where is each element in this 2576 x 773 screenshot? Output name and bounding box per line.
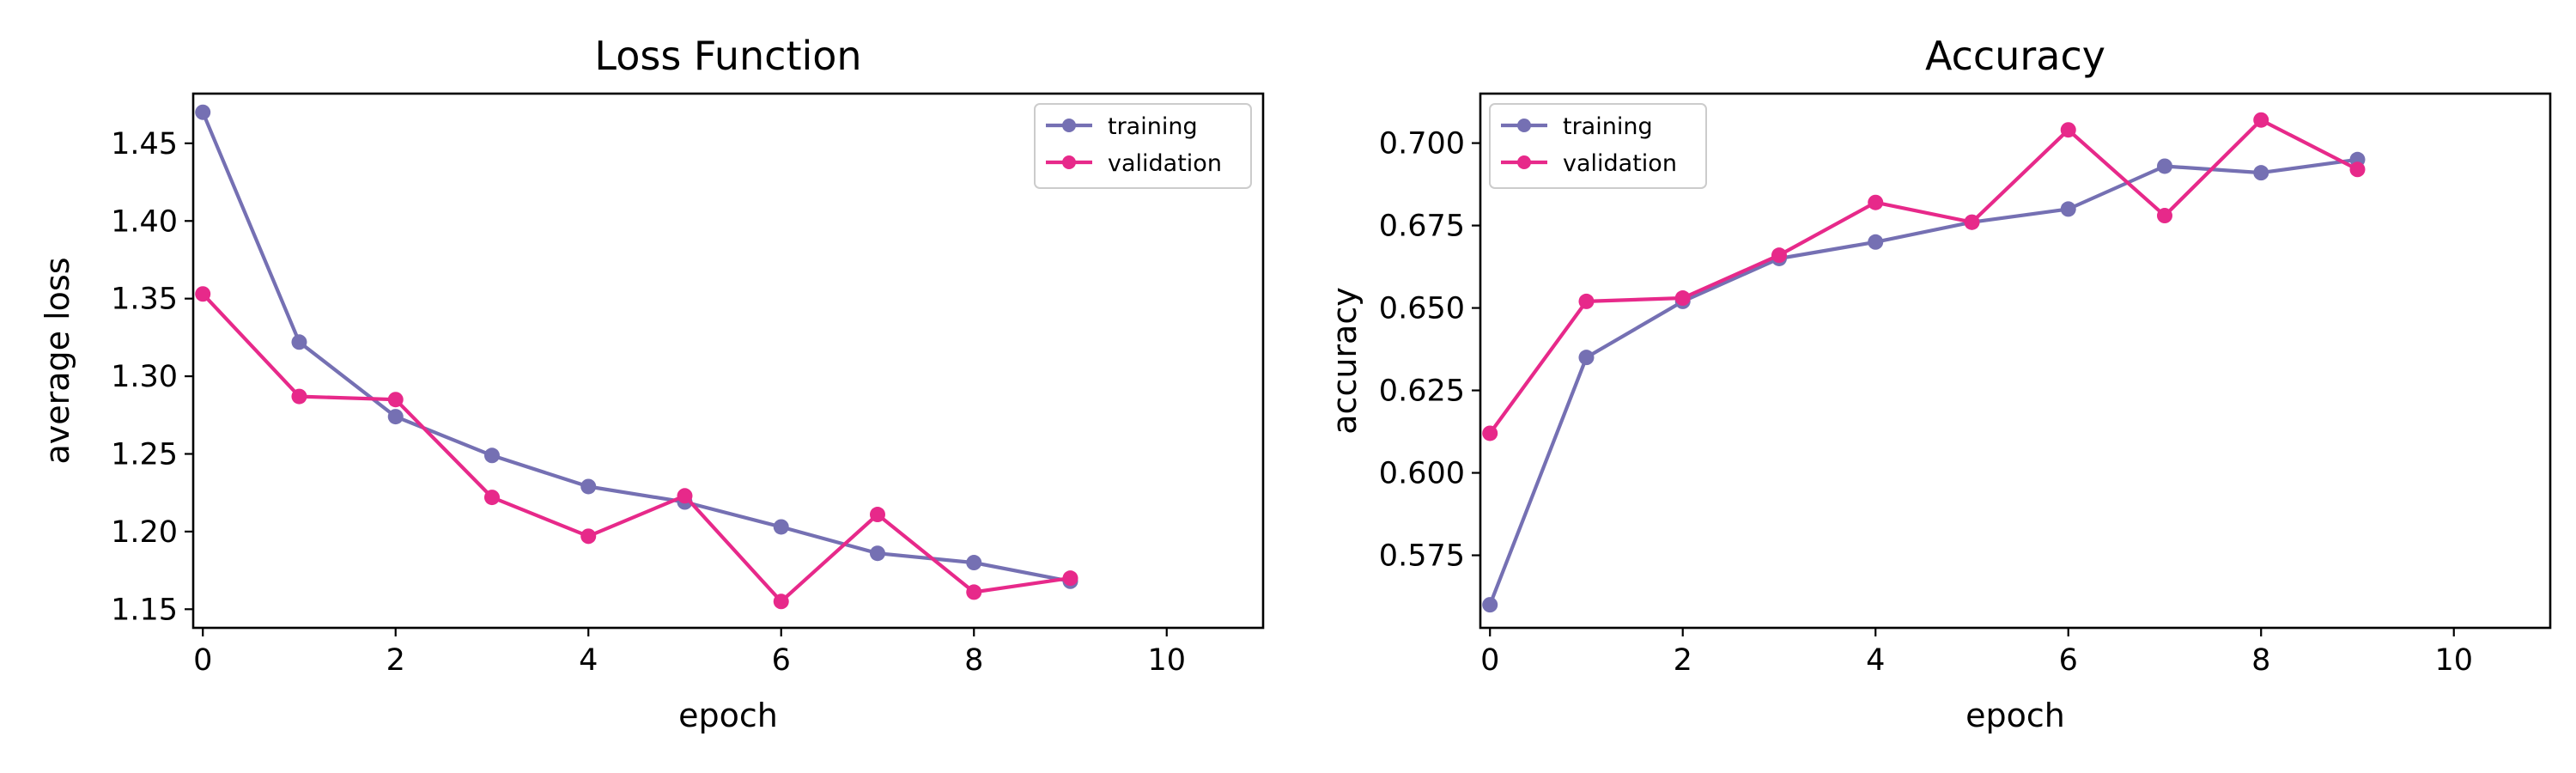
chart2-xtick-label-0: 0 (1480, 643, 1499, 678)
chart2-validation-point-6 (2060, 122, 2076, 138)
chart2-training-point-6 (2060, 201, 2076, 217)
chart2-legend-validation-marker (1517, 155, 1531, 169)
chart1-training-point-0 (195, 104, 211, 120)
chart2-ytick-label-3: 0.650 (1379, 292, 1465, 326)
chart2-series-validation (1482, 112, 2366, 441)
chart1-ytick-label-5: 1.40 (111, 204, 178, 239)
chart2-training-point-0 (1482, 597, 1498, 613)
chart2-xtick-label-1: 2 (1674, 643, 1692, 678)
chart1-legend-training-marker (1062, 119, 1076, 132)
chart2-validation-point-7 (2156, 208, 2172, 224)
chart2-xtick-label-3: 6 (2059, 643, 2078, 678)
chart2-training-point-1 (1578, 350, 1595, 366)
chart2-ytick-label-1: 0.600 (1379, 457, 1465, 491)
chart1-ytick-label-4: 1.35 (111, 283, 178, 317)
chart1-legend-training-label: training (1108, 113, 1198, 140)
chart2-validation-point-1 (1578, 293, 1595, 309)
chart1-ytick-label-6: 1.45 (111, 127, 178, 161)
chart1-validation-point-3 (483, 490, 500, 506)
chart2-validation-point-4 (1868, 194, 1884, 210)
chart1-training-point-8 (966, 555, 982, 571)
chart1-validation-point-1 (291, 388, 307, 405)
chart2-legend: training validation (1489, 103, 1707, 189)
chart2-ytick-label-0: 0.575 (1379, 539, 1465, 574)
chart2-validation-point-9 (2349, 161, 2366, 178)
chart1-validation-point-8 (966, 584, 982, 600)
chart1-validation-point-7 (869, 507, 885, 523)
chart1-legend-validation-marker (1062, 155, 1076, 169)
chart2-validation-line (1488, 118, 2359, 435)
chart2-title: Accuracy (1925, 33, 2105, 79)
chart2-xlabel: epoch (1965, 697, 2065, 734)
chart1-validation-point-9 (1062, 570, 1078, 587)
chart1-training-line (201, 111, 1071, 583)
chart1-training-point-6 (773, 519, 789, 535)
chart1-legend: training validation (1034, 103, 1252, 189)
chart1-title: Loss Function (594, 33, 861, 79)
chart2-validation-point-0 (1482, 425, 1498, 441)
chart1-validation-point-0 (195, 286, 211, 302)
chart1-xtick-label-4: 8 (964, 643, 983, 678)
chart2-training-line (1488, 157, 2358, 606)
chart1-training-point-2 (387, 409, 404, 425)
chart1-series-validation (195, 286, 1078, 610)
chart2-series-training (1482, 151, 2366, 613)
chart2-validation-point-5 (1964, 214, 1980, 230)
chart1-xtick-label-3: 6 (772, 643, 791, 678)
chart1-ytick-label-1: 1.20 (111, 515, 178, 550)
chart2-xtick-label-2: 4 (1866, 643, 1885, 678)
chart2-validation-point-3 (1771, 247, 1787, 264)
chart2-legend-validation-label: validation (1563, 150, 1677, 177)
chart1-validation-point-4 (580, 528, 597, 545)
chart2-legend-training-marker (1517, 119, 1531, 132)
chart2-xtick-label-5: 10 (2434, 643, 2473, 678)
chart1-validation-point-5 (677, 488, 693, 504)
chart1-ytick-label-0: 1.15 (111, 593, 178, 627)
chart1-ytick-label-3: 1.30 (111, 360, 178, 394)
chart2-validation-point-2 (1674, 290, 1691, 307)
chart1-xtick-label-0: 0 (193, 643, 212, 678)
chart1-legend-validation-label: validation (1108, 150, 1222, 177)
chart1-training-point-7 (869, 545, 885, 562)
chart2-panel: 0 2 4 6 8 10 0.575 0.600 0.625 0.650 0.675 0.700 Acc… (1326, 33, 2552, 734)
chart1-training-point-1 (291, 334, 307, 350)
chart1-validation-point-2 (387, 392, 404, 408)
chart2-ytick-label-4: 0.675 (1379, 210, 1465, 244)
chart1-ylabel: average loss (39, 257, 76, 464)
chart1-axes-frame (191, 92, 1265, 630)
chart1-validation-line (201, 292, 1071, 604)
chart2-training-point-4 (1868, 234, 1884, 250)
chart1-xtick-label-5: 10 (1147, 643, 1186, 678)
chart1-series-training (195, 104, 1078, 589)
chart2-validation-point-8 (2253, 112, 2269, 128)
chart1-panel: 0 2 4 6 8 10 1.15 1.20 1.25 1.30 1.35 1.40 1.45 Loss … (39, 33, 1265, 734)
chart2-legend-training-label: training (1563, 113, 1653, 140)
chart2-xtick-label-4: 8 (2251, 643, 2270, 678)
chart2-ytick-label-2: 0.625 (1379, 374, 1465, 409)
chart2-training-point-7 (2156, 158, 2172, 174)
chart2-ytick-label-5: 0.700 (1379, 127, 1465, 161)
chart1-xtick-label-2: 4 (579, 643, 598, 678)
chart1-training-point-4 (580, 478, 597, 495)
chart1-ytick-label-2: 1.25 (111, 437, 178, 472)
chart2-ylabel: accuracy (1326, 287, 1364, 434)
chart1-validation-point-6 (773, 593, 789, 610)
chart1-xlabel: epoch (678, 697, 778, 734)
chart2-axes-frame (1479, 92, 2552, 630)
chart1-xtick-label-1: 2 (386, 643, 405, 678)
chart2-training-point-8 (2253, 165, 2269, 181)
chart1-training-point-3 (483, 447, 500, 464)
